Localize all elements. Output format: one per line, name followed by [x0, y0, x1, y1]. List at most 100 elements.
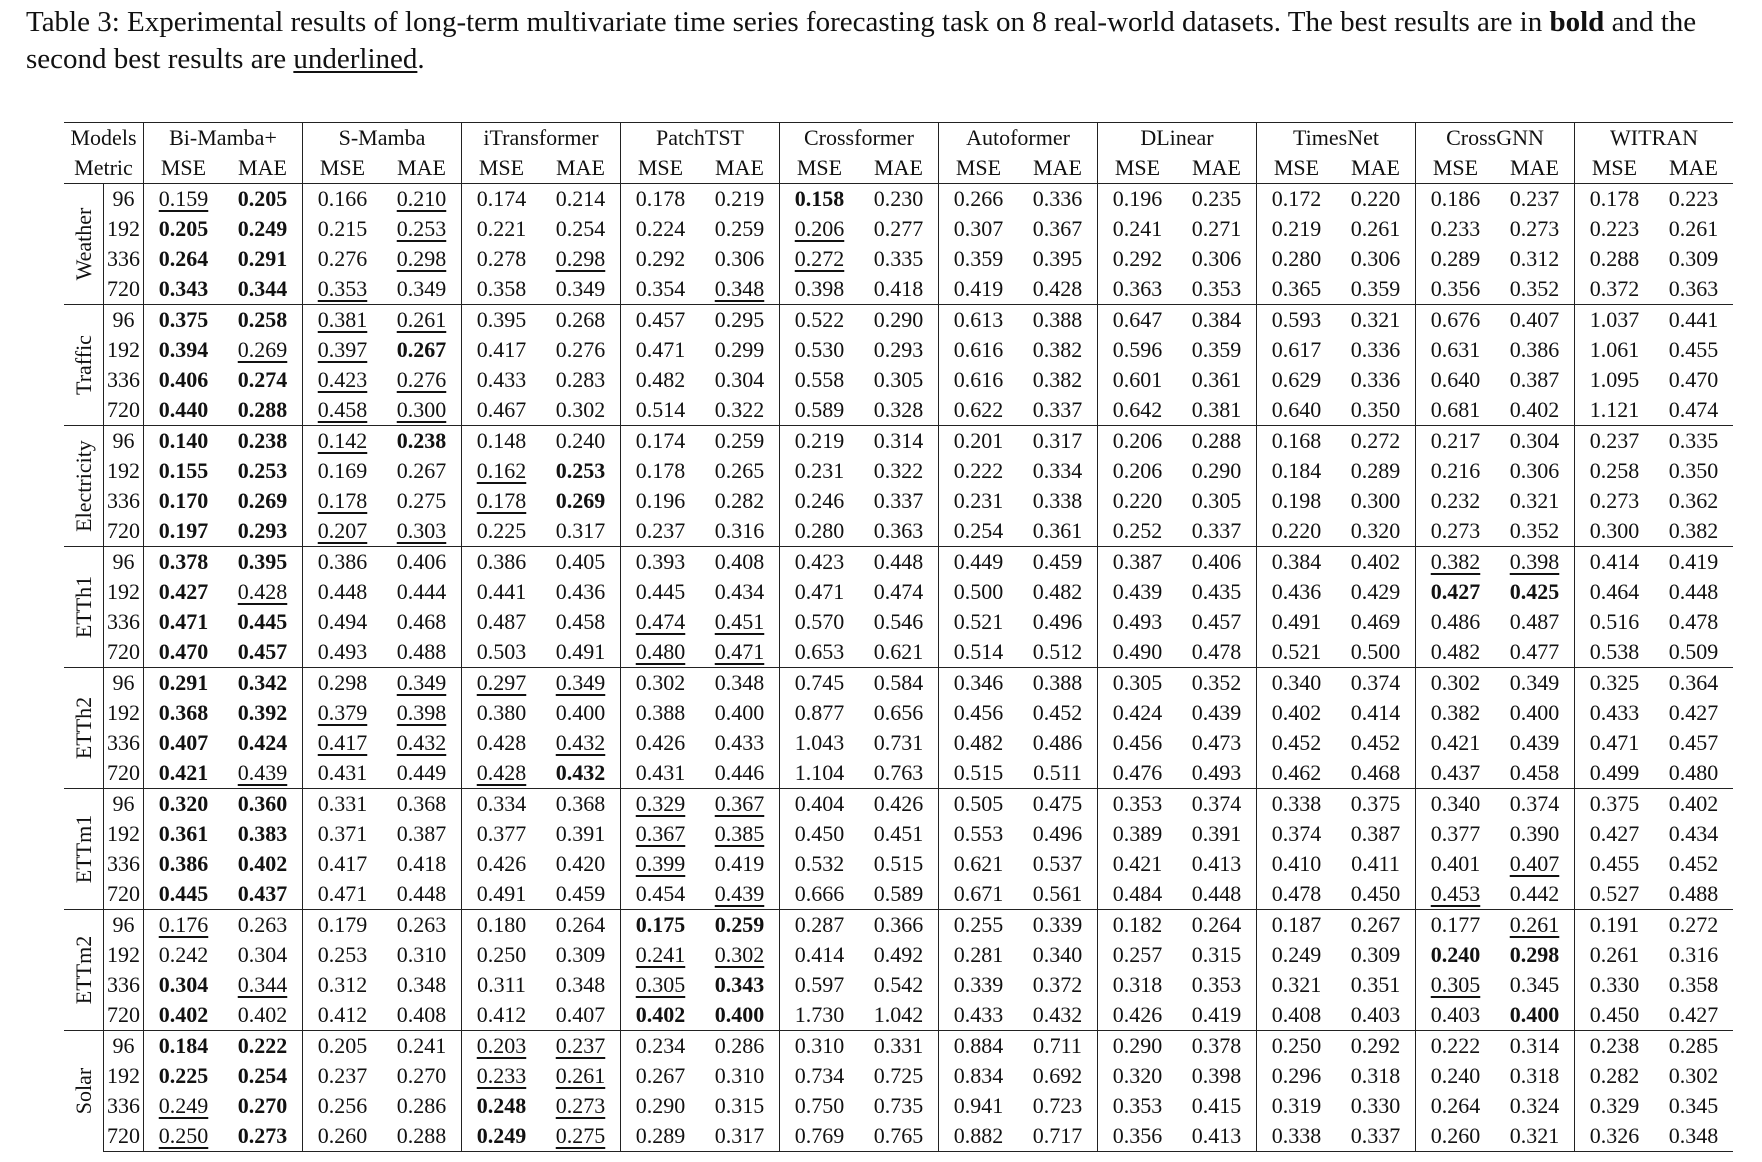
second-best-value: 0.453: [1430, 881, 1481, 906]
best-value: 0.406: [158, 367, 209, 392]
second-best-value: 0.471: [714, 639, 765, 664]
value-cell: 0.292: [621, 244, 701, 274]
value-cell: 0.207: [303, 516, 383, 547]
value-cell: 0.445: [223, 607, 303, 637]
value: 0.324: [1509, 1093, 1560, 1118]
value-cell: 0.474: [621, 607, 701, 637]
value-cell: 0.349: [382, 667, 462, 698]
value: 0.402: [1668, 791, 1719, 816]
best-value: 0.264: [158, 246, 209, 271]
metric-header: MAE: [1177, 153, 1257, 184]
value-cell: 0.456: [939, 698, 1019, 728]
value-cell: 0.310: [382, 940, 462, 970]
value-cell: 0.390: [1495, 819, 1575, 849]
value-cell: 0.343: [700, 970, 780, 1000]
value: 0.335: [1668, 428, 1719, 453]
value: 0.325: [1589, 670, 1640, 695]
value-cell: 0.491: [541, 637, 621, 668]
value-cell: 0.458: [541, 607, 621, 637]
value: 0.471: [1589, 730, 1640, 755]
best-value: 0.394: [158, 337, 209, 362]
value-cell: 0.253: [223, 456, 303, 486]
value: 0.282: [714, 488, 765, 513]
value-cell: 0.393: [620, 546, 700, 577]
value: 0.431: [317, 760, 368, 785]
value-cell: 0.237: [541, 1030, 621, 1061]
value-cell: 0.267: [1336, 909, 1416, 940]
value: 0.371: [317, 821, 368, 846]
value-cell: 0.159: [144, 184, 224, 215]
value: 0.306: [1350, 246, 1401, 271]
caption-underline-word: underlined: [293, 43, 418, 75]
value-cell: 0.402: [144, 1000, 224, 1031]
value: 0.458: [555, 609, 606, 634]
value-cell: 0.400: [1495, 698, 1575, 728]
value: 0.382: [1032, 367, 1083, 392]
value: 0.353: [1191, 972, 1242, 997]
value: 0.282: [1589, 1063, 1640, 1088]
value: 0.267: [1350, 912, 1401, 937]
value: 0.482: [1430, 639, 1481, 664]
value-cell: 0.400: [541, 698, 621, 728]
value: 0.338: [1271, 1123, 1322, 1148]
value: 0.514: [953, 639, 1004, 664]
horizon-cell: 336: [103, 849, 144, 879]
value-cell: 0.253: [382, 214, 462, 244]
value: 0.352: [1191, 670, 1242, 695]
value-cell: 0.431: [303, 758, 383, 789]
value: 0.516: [1589, 609, 1640, 634]
value-cell: 0.424: [1098, 698, 1178, 728]
value-cell: 0.254: [541, 214, 621, 244]
metric-header: MSE: [143, 153, 223, 184]
value: 0.403: [1350, 1002, 1401, 1027]
value-cell: 0.162: [462, 456, 542, 486]
value: 0.382: [1430, 700, 1481, 725]
value: 0.285: [1668, 1033, 1719, 1058]
value-cell: 0.241: [382, 1030, 462, 1061]
value: 0.206: [1112, 458, 1163, 483]
best-value: 0.205: [158, 216, 209, 241]
value-cell: 0.180: [461, 909, 541, 940]
value-cell: 0.538: [1575, 637, 1655, 668]
value: 0.298: [317, 670, 368, 695]
second-best-value: 0.276: [396, 367, 447, 392]
value-cell: 0.321: [1336, 304, 1416, 335]
value: 0.214: [555, 186, 606, 211]
value: 1.061: [1589, 337, 1640, 362]
best-value: 0.288: [237, 397, 288, 422]
best-value: 0.432: [555, 760, 606, 785]
dataset-name: ETTh2: [70, 696, 96, 760]
value-cell: 0.459: [541, 879, 621, 910]
value: 0.254: [555, 216, 606, 241]
table-row: Solar 96 0.184 0.222 0.205 0.241 0.203 0.237 0.2…: [64, 1030, 1733, 1152]
value: 0.429: [1350, 579, 1401, 604]
value: 0.640: [1271, 397, 1322, 422]
value-cell: 0.310: [779, 1030, 859, 1061]
value: 0.406: [396, 549, 447, 574]
value: 0.365: [1271, 276, 1322, 301]
value: 0.309: [1350, 942, 1401, 967]
second-best-value: 0.261: [396, 307, 447, 332]
value-cell: 0.621: [859, 637, 939, 668]
metric-header: MSE: [461, 153, 541, 184]
value: 0.318: [1509, 1063, 1560, 1088]
value-cell: 0.293: [859, 335, 939, 365]
value: 0.335: [873, 246, 924, 271]
value-cell: 0.391: [541, 819, 621, 849]
horizon-cell: 192: [103, 698, 144, 728]
value: 0.348: [714, 670, 765, 695]
value: 0.219: [714, 186, 765, 211]
value: 0.493: [317, 639, 368, 664]
dataset-name: Traffic: [70, 335, 96, 395]
value-cell: 0.314: [859, 425, 939, 456]
value: 0.492: [873, 942, 924, 967]
value: 1.104: [794, 760, 845, 785]
table-row: 192 0.205 0.249 0.215 0.253 0.221 0.254 0.224 0.…: [64, 214, 1733, 244]
value: 0.276: [317, 246, 368, 271]
value-cell: 0.386: [1495, 335, 1575, 365]
value: 0.339: [953, 972, 1004, 997]
value-cell: 0.272: [780, 244, 860, 274]
value-cell: 0.346: [938, 667, 1018, 698]
value: 0.834: [953, 1063, 1004, 1088]
value-cell: 0.647: [1097, 304, 1177, 335]
